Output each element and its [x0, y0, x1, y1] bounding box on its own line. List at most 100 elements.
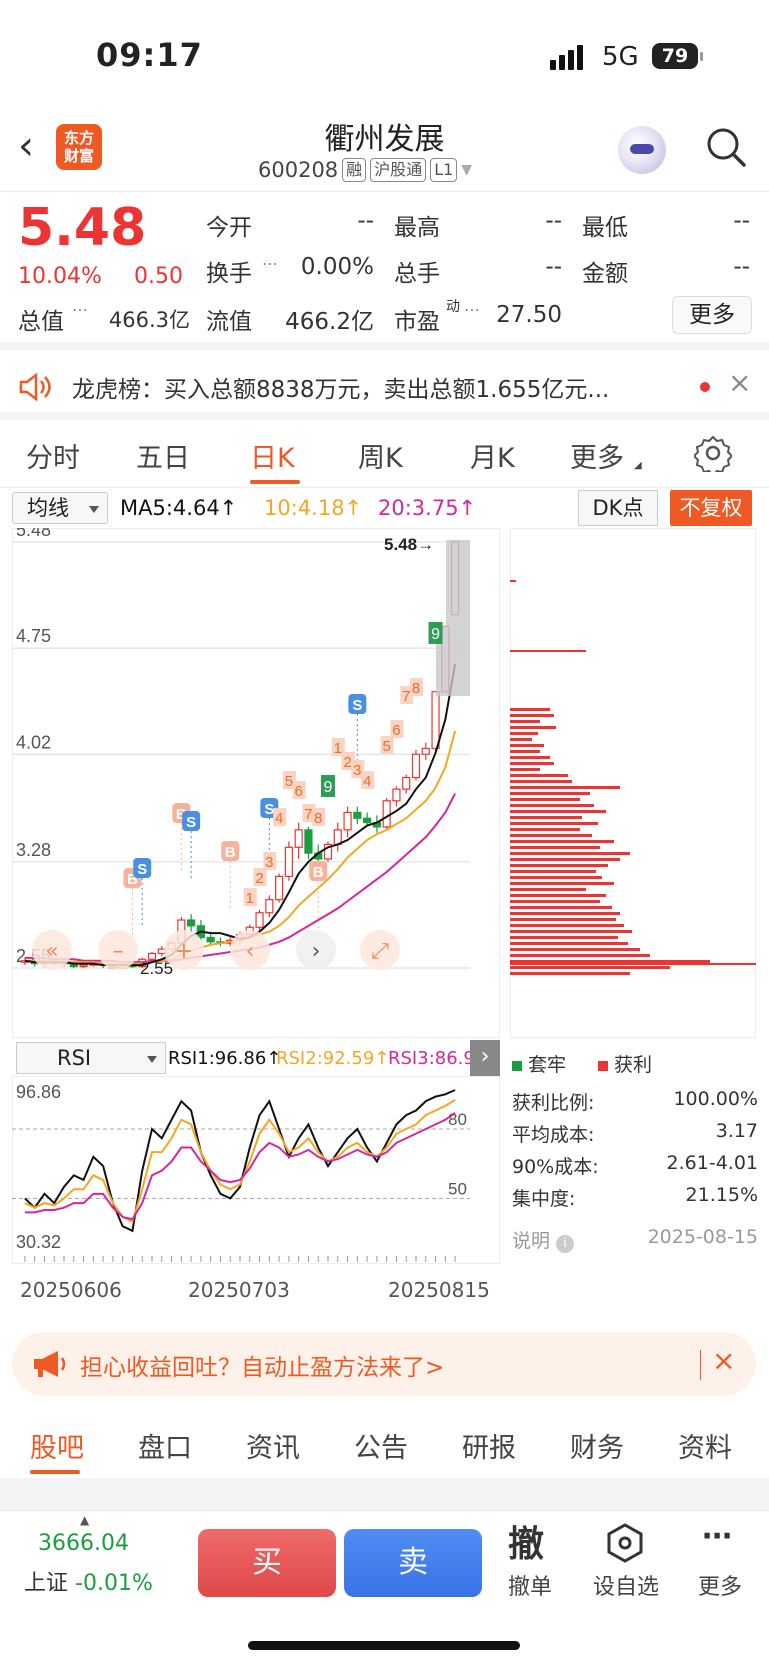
dragon-tiger-banner[interactable]: 龙虎榜：买入总额8838万元，卖出总额1.655亿元... × — [0, 358, 769, 420]
ma-selector[interactable]: 均线 — [12, 492, 108, 524]
assistant-robot-icon[interactable] — [618, 126, 666, 174]
tag-connect: 沪股通 — [370, 158, 427, 182]
chip-bar — [510, 792, 590, 795]
chart-nav-button[interactable] — [98, 930, 138, 970]
chip-bar — [510, 786, 620, 789]
search-icon[interactable] — [705, 126, 747, 168]
chip-bar — [510, 756, 550, 759]
chip-bar — [510, 930, 632, 933]
value-float-cap: 466.2亿 — [285, 309, 374, 335]
chart-nav-button[interactable] — [164, 930, 204, 970]
index-name[interactable]: 上证 -0.01% — [24, 1571, 153, 1596]
chevron-right-icon[interactable]: › — [470, 1040, 500, 1076]
cancel-order-label[interactable]: 撤单 — [507, 1575, 552, 1600]
back-chevron-icon[interactable]: ‹ — [18, 123, 34, 169]
td-nine-marker — [428, 622, 443, 644]
more-label[interactable]: 更多 — [697, 1575, 742, 1600]
count-marker — [410, 678, 423, 696]
tab-announcements[interactable]: 公告 — [354, 1433, 408, 1464]
dots-icon[interactable]: ⋯ — [702, 1519, 732, 1554]
count-marker — [361, 771, 375, 789]
buy-marker — [221, 841, 240, 861]
chart-nav-button[interactable] — [230, 930, 270, 970]
date-tick: 20250703 — [188, 1278, 290, 1302]
tab-research[interactable]: 研报 — [462, 1433, 516, 1464]
info-dots-icon[interactable]: ⋯ — [262, 254, 278, 273]
candle-body — [255, 912, 264, 928]
label-amount: 金额 — [582, 261, 628, 287]
close-icon[interactable]: × — [712, 1344, 736, 1377]
tab-five-day[interactable]: 五日 — [136, 443, 190, 474]
kline-chart[interactable]: 5.484.754.023.282.555.48→2.55BSBSBSBS991… — [12, 528, 500, 1038]
ma20-label: 20:3.75↑ — [378, 496, 477, 520]
stat-explain[interactable]: 说明 i 2025-08-15 — [512, 1226, 758, 1253]
megaphone-icon — [34, 1351, 66, 1377]
value-market-cap: 466.3亿 — [108, 308, 190, 332]
count-marker — [341, 752, 355, 770]
candle-body — [265, 899, 274, 914]
stock-header: ‹ 东方 财富 衢州发展 600208 融 沪股通 L1 ▼ — [0, 110, 769, 192]
caret-up-icon[interactable]: ▲ — [80, 1513, 90, 1527]
rsi2-label: RSI2:92.59↑ — [276, 1048, 390, 1069]
dk-point-button[interactable]: DK点 — [578, 490, 658, 526]
count-marker — [380, 736, 394, 754]
tab-more[interactable]: 更多 — [570, 443, 624, 474]
more-button[interactable]: 更多 — [672, 296, 752, 334]
value-open: -- — [357, 208, 374, 234]
tab-weekly-k[interactable]: 周K — [358, 443, 403, 474]
marker-label: 4 — [363, 773, 371, 790]
ma10-label: 10:4.18↑ — [264, 496, 363, 520]
label-volume: 总手 — [394, 261, 440, 287]
tab-news[interactable]: 资讯 — [246, 1433, 300, 1464]
chart-nav-button[interactable] — [296, 930, 336, 970]
tab-intraday[interactable]: 分时 — [26, 443, 80, 474]
chart-nav-button[interactable] — [360, 930, 400, 970]
change-amount: 0.50 — [134, 264, 183, 289]
hexagon-icon[interactable] — [606, 1523, 644, 1563]
candle-body — [187, 919, 196, 927]
label-open: 今开 — [206, 215, 252, 241]
chip-bar — [510, 732, 538, 735]
rsi-indicator-bar: RSI RSI1:96.86↑ RSI2:92.59↑ RSI3:86.94 › — [12, 1040, 502, 1076]
tab-daily-k[interactable]: 日K — [250, 443, 295, 474]
candle-body — [294, 829, 303, 848]
tab-forum[interactable]: 股吧 — [30, 1433, 84, 1464]
gear-icon[interactable] — [694, 434, 732, 472]
candle-body — [411, 753, 421, 779]
chip-bar — [510, 858, 620, 861]
close-icon[interactable]: × — [728, 366, 752, 399]
tab-monthly-k[interactable]: 月K — [470, 443, 515, 474]
stock-code: 600208 — [258, 158, 339, 182]
index-value[interactable]: 3666.04 — [38, 1531, 129, 1556]
stock-code-row[interactable]: 600208 融 沪股通 L1 ▼ — [258, 158, 472, 182]
marker-label: B — [313, 864, 324, 881]
cancel-order-icon[interactable]: 撤 — [508, 1524, 545, 1565]
promo-banner[interactable]: 担心收益回吐？自动止盈方法来了> × — [12, 1332, 756, 1396]
value-pe: 27.50 — [496, 302, 562, 328]
last-price: 5.48 — [18, 198, 147, 258]
chip-bar — [510, 870, 596, 873]
candle-body — [284, 846, 293, 878]
rsi-selector[interactable]: RSI — [16, 1042, 166, 1074]
buy-button[interactable]: 买 — [198, 1529, 336, 1597]
count-marker — [273, 808, 287, 826]
divider — [700, 1350, 701, 1380]
sell-button[interactable]: 卖 — [344, 1529, 482, 1597]
chart-nav-button[interactable] — [32, 930, 72, 970]
add-watchlist-label[interactable]: 设自选 — [592, 1575, 659, 1600]
label-turnover: 换手 — [206, 261, 252, 287]
info-dots-icon[interactable]: ⋯ — [464, 300, 480, 319]
candle-body — [421, 747, 430, 755]
tab-orderbook[interactable]: 盘口 — [138, 1433, 192, 1464]
no-adjust-button[interactable]: 不复权 — [670, 490, 752, 526]
chip-bar — [510, 924, 624, 927]
tab-profile[interactable]: 资料 — [678, 1433, 732, 1464]
chart-nav-icon: – — [113, 939, 124, 964]
tab-financials[interactable]: 财务 — [570, 1433, 624, 1464]
chip-bar — [510, 798, 580, 801]
info-dots-icon[interactable]: ⋯ — [72, 300, 88, 319]
rsi-series-line — [24, 1112, 456, 1221]
tag-level: L1 — [430, 158, 458, 182]
chip-bar — [510, 580, 516, 582]
td-nine-marker — [321, 775, 335, 797]
